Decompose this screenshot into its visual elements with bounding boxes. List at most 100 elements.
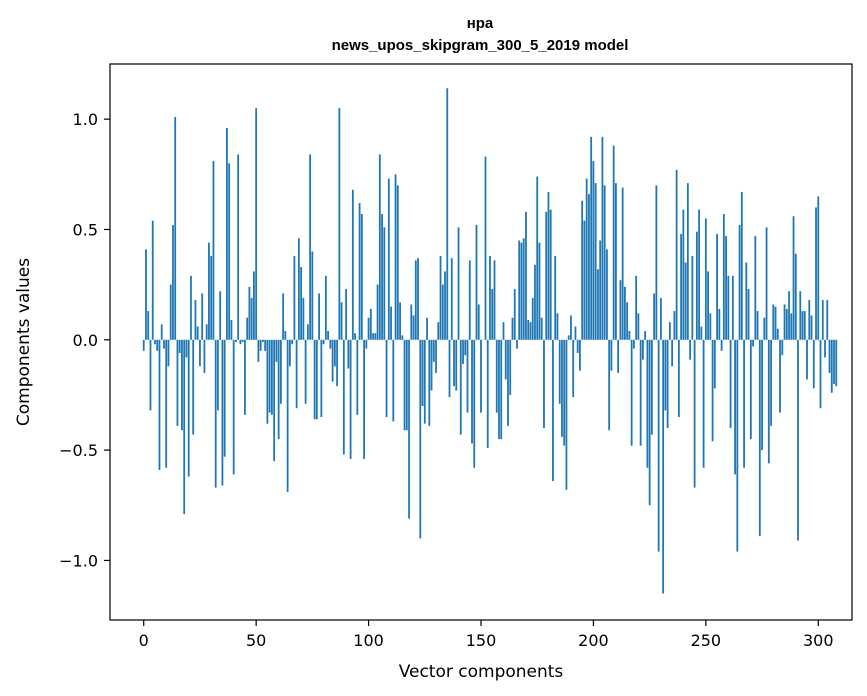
bar	[738, 225, 741, 340]
bar	[277, 339, 280, 440]
bar	[246, 317, 249, 340]
bar	[262, 339, 264, 342]
bar	[349, 339, 352, 459]
bar	[779, 339, 781, 413]
bar	[765, 227, 768, 340]
y-tick-label: 0.5	[73, 220, 98, 239]
bar	[592, 161, 595, 340]
bar	[187, 339, 190, 477]
bar	[576, 339, 579, 354]
bar	[797, 339, 799, 541]
bar	[329, 339, 332, 349]
bar	[156, 339, 159, 351]
bar	[367, 317, 370, 340]
bar	[426, 317, 428, 340]
bar	[439, 255, 442, 340]
bar	[194, 300, 197, 340]
bar	[318, 293, 321, 340]
bar	[639, 339, 642, 446]
bar	[709, 313, 712, 340]
bar	[392, 339, 395, 422]
bar	[421, 339, 424, 406]
bar	[208, 242, 210, 340]
y-tick-label: 0.0	[73, 331, 98, 350]
bar	[657, 339, 660, 552]
bar	[250, 297, 253, 340]
bar	[540, 317, 543, 340]
bar	[835, 339, 838, 387]
bar	[812, 339, 815, 389]
bar	[543, 339, 545, 429]
bar	[306, 324, 309, 340]
bar	[212, 161, 215, 340]
bar	[695, 231, 698, 340]
bar	[826, 300, 829, 340]
bar	[549, 209, 552, 340]
bar	[428, 339, 431, 426]
bar	[475, 225, 478, 340]
bar	[662, 339, 665, 594]
bar	[239, 339, 242, 345]
bar	[633, 339, 635, 349]
bar	[644, 330, 647, 340]
bar	[322, 339, 325, 345]
bar	[808, 300, 811, 340]
bar	[459, 339, 462, 435]
x-tick-label: 50	[246, 631, 266, 650]
y-axis: −1.0 −0.5 0.0 0.5 1.0	[59, 110, 110, 570]
bar	[295, 339, 298, 409]
bar	[752, 339, 754, 347]
bar	[210, 255, 213, 340]
bar	[801, 311, 804, 340]
bar	[403, 339, 406, 431]
bar	[792, 216, 795, 340]
bar	[641, 339, 644, 360]
bar	[594, 183, 597, 340]
bar	[615, 183, 617, 340]
bar	[300, 266, 303, 340]
bar	[788, 291, 790, 340]
bar	[527, 319, 530, 340]
bar	[457, 227, 460, 340]
bar	[284, 330, 287, 340]
bar	[450, 258, 453, 340]
y-tick-label: −0.5	[59, 441, 98, 460]
bar	[185, 339, 188, 358]
bar	[686, 183, 689, 340]
bar	[486, 339, 489, 448]
x-tick-label: 200	[578, 631, 609, 650]
bar	[241, 339, 244, 342]
bar	[174, 116, 177, 340]
bar	[313, 339, 316, 420]
bar	[772, 304, 775, 340]
bar	[309, 154, 312, 340]
bar	[203, 339, 206, 373]
bar	[572, 339, 575, 398]
bar	[327, 330, 329, 340]
bar	[734, 339, 736, 475]
bar	[756, 311, 759, 340]
bar	[556, 313, 559, 340]
bar	[345, 289, 347, 340]
bar	[462, 339, 464, 365]
bar	[693, 339, 696, 488]
bar	[624, 286, 626, 340]
bar	[221, 339, 224, 486]
bar	[815, 207, 817, 340]
bar	[547, 191, 550, 340]
bar	[183, 339, 186, 515]
bar	[794, 253, 797, 340]
bar	[621, 187, 624, 340]
bar	[401, 335, 404, 340]
bar	[689, 339, 692, 360]
bar	[498, 339, 500, 440]
bar	[767, 339, 770, 464]
bar	[342, 339, 345, 455]
x-tick-label: 300	[803, 631, 834, 650]
bar	[165, 339, 168, 468]
bar	[360, 214, 363, 340]
bar	[606, 249, 608, 340]
bar	[219, 291, 222, 340]
bar	[828, 339, 831, 373]
bar	[617, 339, 620, 373]
